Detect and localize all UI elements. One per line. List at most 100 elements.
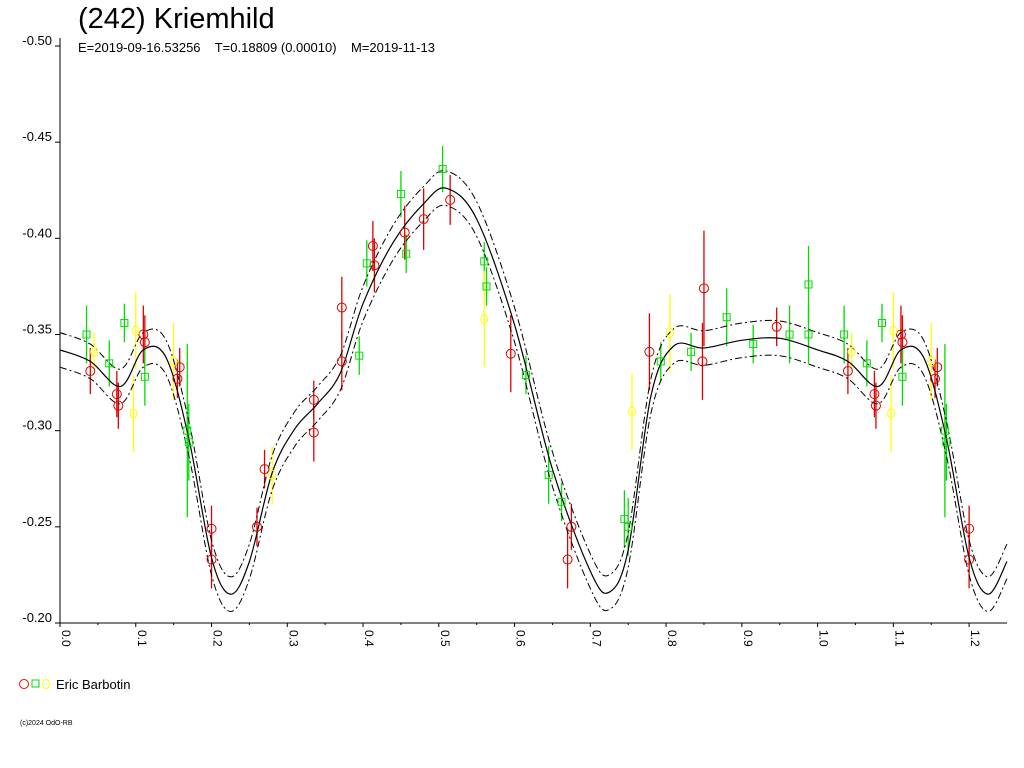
data-point-square	[480, 257, 489, 266]
data-point-circle	[698, 283, 709, 294]
y-tick-label: -0.40	[22, 225, 52, 240]
data-point-circle	[111, 389, 122, 400]
data-point-circle	[418, 214, 429, 225]
data-point-circle	[697, 356, 708, 367]
data-point-square	[402, 249, 411, 258]
data-point-square	[438, 165, 447, 174]
data-point-square	[362, 259, 371, 268]
fit-curve-mean	[59, 187, 1008, 595]
data-point-diamond	[131, 325, 140, 336]
data-point-circle	[336, 302, 347, 313]
data-point-circle	[206, 554, 217, 565]
data-point-diamond	[887, 408, 896, 419]
y-tick-label: -0.45	[22, 129, 52, 144]
data-point-circle	[172, 373, 183, 384]
data-point-circle	[308, 394, 319, 405]
data-point-diamond	[169, 356, 178, 367]
axes: -0.50 -0.45 -0.40 -0.35 -0.30 -0.25 -0.20 0.0 0.…	[22, 33, 1007, 647]
data-point-square	[120, 318, 129, 327]
data-point-square	[942, 438, 951, 447]
data-point-diamond	[665, 327, 674, 338]
data-point-square	[183, 426, 192, 435]
data-point-diamond	[480, 314, 489, 325]
data-markers	[82, 165, 975, 565]
legend-markers	[19, 679, 50, 689]
data-point-circle	[930, 373, 941, 384]
data-point-square	[656, 357, 665, 366]
copyright-notice: (c)2024 OdO-RB	[20, 720, 73, 727]
x-tick-label: 0.3	[286, 630, 300, 647]
data-point-circle	[932, 362, 943, 373]
legend-diamond-icon	[42, 679, 50, 689]
data-point-circle	[399, 227, 410, 238]
data-point-circle	[445, 194, 456, 205]
data-point-circle	[505, 348, 516, 359]
data-point-square	[82, 330, 91, 339]
data-point-square	[521, 370, 530, 379]
chart-title: (242) Kriemhild	[78, 3, 275, 35]
x-tick-label: 1.1	[892, 630, 906, 647]
data-point-square	[898, 372, 907, 381]
fit-curve-lower	[59, 204, 1008, 612]
data-point-diamond	[927, 356, 936, 367]
x-tick-label: 0.7	[589, 630, 603, 647]
y-tick-label: -0.20	[22, 610, 52, 625]
data-point-diamond	[889, 325, 898, 336]
data-point-square	[785, 330, 794, 339]
data-point-circle	[308, 427, 319, 438]
legend: Eric Barbotin	[18, 675, 130, 693]
x-tick-label: 0.6	[514, 630, 528, 647]
data-point-diamond	[90, 346, 99, 357]
x-tick-label: 0.4	[362, 630, 376, 647]
data-point-square	[722, 313, 731, 322]
data-point-square	[396, 190, 405, 199]
data-point-diamond	[627, 406, 636, 417]
data-point-square	[804, 330, 813, 339]
data-point-square	[749, 340, 758, 349]
data-point-square	[544, 470, 553, 479]
data-point-square	[840, 330, 849, 339]
data-point-square	[687, 347, 696, 356]
data-point-square	[940, 426, 949, 435]
x-tick-label: 1.2	[968, 630, 982, 647]
data-point-square	[624, 522, 633, 531]
data-point-square	[877, 318, 886, 327]
data-point-square	[105, 359, 114, 368]
data-point-circle	[85, 366, 96, 377]
data-point-square	[557, 497, 566, 506]
data-point-diamond	[129, 408, 138, 419]
data-point-square	[862, 359, 871, 368]
y-tick-label: -0.35	[22, 322, 52, 337]
data-point-circle	[138, 329, 149, 340]
data-point-circle	[566, 521, 577, 532]
legend-square-icon	[31, 679, 40, 688]
data-point-circle	[842, 366, 853, 377]
data-point-circle	[206, 523, 217, 534]
data-point-square	[620, 515, 629, 524]
data-point-circle	[259, 464, 270, 475]
data-point-circle	[964, 554, 975, 565]
data-point-circle	[336, 356, 347, 367]
data-point-square	[804, 280, 813, 289]
data-point-circle	[644, 346, 655, 357]
data-point-diamond	[268, 469, 277, 480]
data-point-circle	[895, 329, 906, 340]
data-point-square	[482, 282, 491, 291]
data-point-circle	[174, 362, 185, 373]
x-tick-label: 0.9	[741, 630, 755, 647]
data-point-circle	[897, 337, 908, 348]
y-tick-label: -0.50	[22, 33, 52, 48]
chart-subtitle: E=2019-09-16.53256 T=0.18809 (0.00010) M…	[78, 40, 435, 55]
legend-circle-icon	[19, 679, 29, 689]
data-point-circle	[251, 521, 262, 532]
y-tick-label: -0.30	[22, 418, 52, 433]
data-point-circle	[113, 400, 124, 411]
data-point-circle	[869, 389, 880, 400]
x-tick-label: 0.2	[211, 630, 225, 647]
error-bars	[85, 146, 970, 589]
data-point-diamond	[847, 346, 856, 357]
data-point-square	[355, 351, 364, 360]
legend-observer-name: Eric Barbotin	[56, 676, 131, 692]
data-point-square	[140, 372, 149, 381]
data-point-square	[184, 438, 193, 447]
